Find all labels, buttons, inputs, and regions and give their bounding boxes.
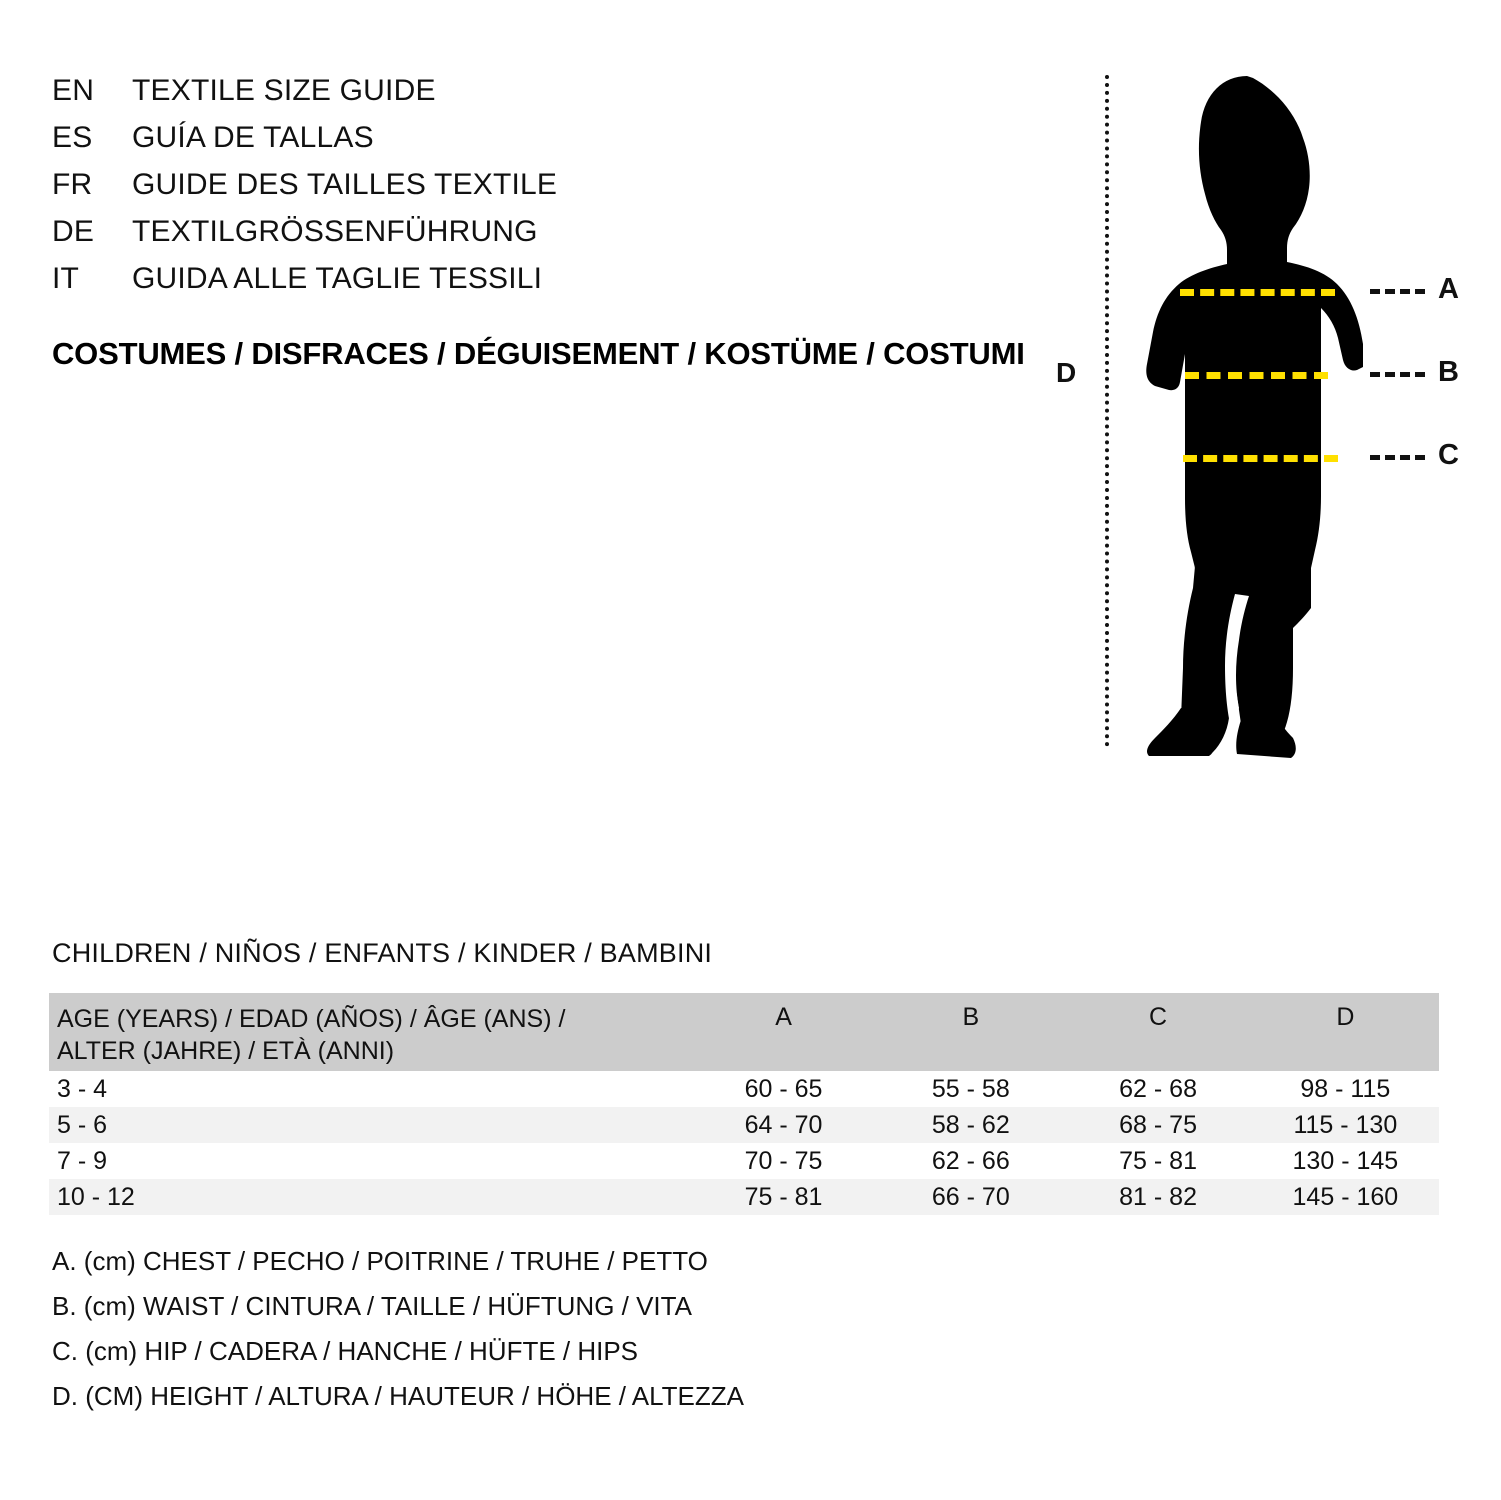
cell-b: 62 - 66 xyxy=(877,1143,1065,1179)
cell-age: 10 - 12 xyxy=(49,1179,690,1215)
legend-item-a: A. (cm) CHEST / PECHO / POITRINE / TRUHE… xyxy=(52,1246,708,1276)
hip-connector-line xyxy=(1370,455,1425,460)
header-col-c: C xyxy=(1064,993,1252,1071)
children-section-title: CHILDREN / NIÑOS / ENFANTS / KINDER / BA… xyxy=(52,938,713,968)
language-code-it: IT xyxy=(52,262,80,295)
cell-d: 98 - 115 xyxy=(1251,1071,1439,1107)
header-age: AGE (YEARS) / EDAD (AÑOS) / ÂGE (ANS) / … xyxy=(49,993,690,1071)
hip-measure-line xyxy=(1183,455,1338,462)
size-table: AGE (YEARS) / EDAD (AÑOS) / ÂGE (ANS) / … xyxy=(49,993,1439,1215)
chest-measure-line xyxy=(1180,289,1335,296)
language-code-en: EN xyxy=(52,74,95,107)
measurement-legend: A. (cm) CHEST / PECHO / POITRINE / TRUHE… xyxy=(52,1248,744,1428)
measure-label-c: C xyxy=(1438,439,1459,471)
table-row: 7 - 9 70 - 75 62 - 66 75 - 81 130 - 145 xyxy=(49,1143,1439,1179)
legend-item-d: D. (CM) HEIGHT / ALTURA / HAUTEUR / HÖHE… xyxy=(52,1381,744,1411)
cell-b: 55 - 58 xyxy=(877,1071,1065,1107)
language-title-it: GUIDA ALLE TAGLIE TESSILI xyxy=(132,262,543,295)
height-marker-label-d: D xyxy=(1056,357,1077,388)
table-row: 10 - 12 75 - 81 66 - 70 81 - 82 145 - 16… xyxy=(49,1179,1439,1215)
language-title-list: EN TEXTILE SIZE GUIDE ES GUÍA DE TALLAS … xyxy=(52,74,672,309)
waist-connector-line xyxy=(1370,372,1425,377)
cell-c: 68 - 75 xyxy=(1064,1107,1252,1143)
table-row: 3 - 4 60 - 65 55 - 58 62 - 68 98 - 115 xyxy=(49,1071,1439,1107)
waist-measure-line xyxy=(1185,372,1328,379)
cell-age: 7 - 9 xyxy=(49,1143,690,1179)
language-title-fr: GUIDE DES TAILLES TEXTILE xyxy=(132,168,558,201)
language-code-es: ES xyxy=(52,121,93,154)
measure-label-b: B xyxy=(1438,356,1459,388)
cell-c: 81 - 82 xyxy=(1064,1179,1252,1215)
language-row-de: DE TEXTILGRÖSSENFÜHRUNG xyxy=(52,215,672,262)
size-table-header: AGE (YEARS) / EDAD (AÑOS) / ÂGE (ANS) / … xyxy=(49,993,1439,1071)
legend-item-b: B. (cm) WAIST / CINTURA / TAILLE / HÜFTU… xyxy=(52,1291,692,1321)
chest-connector-line xyxy=(1370,289,1425,294)
header-col-d: D xyxy=(1251,993,1439,1071)
language-code-fr: FR xyxy=(52,168,93,201)
cell-d: 130 - 145 xyxy=(1251,1143,1439,1179)
header-col-b: B xyxy=(877,993,1065,1071)
legend-item-c: C. (cm) HIP / CADERA / HANCHE / HÜFTE / … xyxy=(52,1336,639,1366)
language-title-en: TEXTILE SIZE GUIDE xyxy=(132,74,436,107)
language-row-en: EN TEXTILE SIZE GUIDE xyxy=(52,74,672,121)
language-row-es: ES GUÍA DE TALLAS xyxy=(52,121,672,168)
measure-label-a: A xyxy=(1438,273,1459,305)
measurement-figure: D A B C xyxy=(1040,60,1480,780)
language-title-es: GUÍA DE TALLAS xyxy=(132,121,374,154)
cell-a: 60 - 65 xyxy=(689,1071,878,1107)
language-row-it: IT GUIDA ALLE TAGLIE TESSILI xyxy=(52,262,672,309)
cell-a: 64 - 70 xyxy=(689,1107,878,1143)
language-title-de: TEXTILGRÖSSENFÜHRUNG xyxy=(132,215,538,248)
child-silhouette-icon xyxy=(1146,76,1363,758)
language-code-de: DE xyxy=(52,215,95,248)
cell-b: 58 - 62 xyxy=(877,1107,1065,1143)
header-age-line1: AGE (YEARS) / EDAD (AÑOS) / ÂGE (ANS) / xyxy=(57,1005,566,1033)
costumes-heading: COSTUMES / DISFRACES / DÉGUISEMENT / KOS… xyxy=(52,336,1025,371)
cell-d: 145 - 160 xyxy=(1251,1179,1439,1215)
header-col-a: A xyxy=(689,993,878,1071)
cell-c: 62 - 68 xyxy=(1064,1071,1252,1107)
cell-age: 3 - 4 xyxy=(49,1071,690,1107)
cell-age: 5 - 6 xyxy=(49,1107,690,1143)
cell-b: 66 - 70 xyxy=(877,1179,1065,1215)
height-reference-line xyxy=(1105,75,1109,747)
table-header-row: AGE (YEARS) / EDAD (AÑOS) / ÂGE (ANS) / … xyxy=(49,993,1439,1071)
cell-d: 115 - 130 xyxy=(1251,1107,1439,1143)
size-table-body: 3 - 4 60 - 65 55 - 58 62 - 68 98 - 115 5… xyxy=(49,1071,1439,1215)
cell-a: 70 - 75 xyxy=(689,1143,878,1179)
cell-a: 75 - 81 xyxy=(689,1179,878,1215)
table-row: 5 - 6 64 - 70 58 - 62 68 - 75 115 - 130 xyxy=(49,1107,1439,1143)
cell-c: 75 - 81 xyxy=(1064,1143,1252,1179)
language-row-fr: FR GUIDE DES TAILLES TEXTILE xyxy=(52,168,672,215)
header-age-line2: ALTER (JAHRE) / ETÀ (ANNI) xyxy=(57,1037,395,1065)
